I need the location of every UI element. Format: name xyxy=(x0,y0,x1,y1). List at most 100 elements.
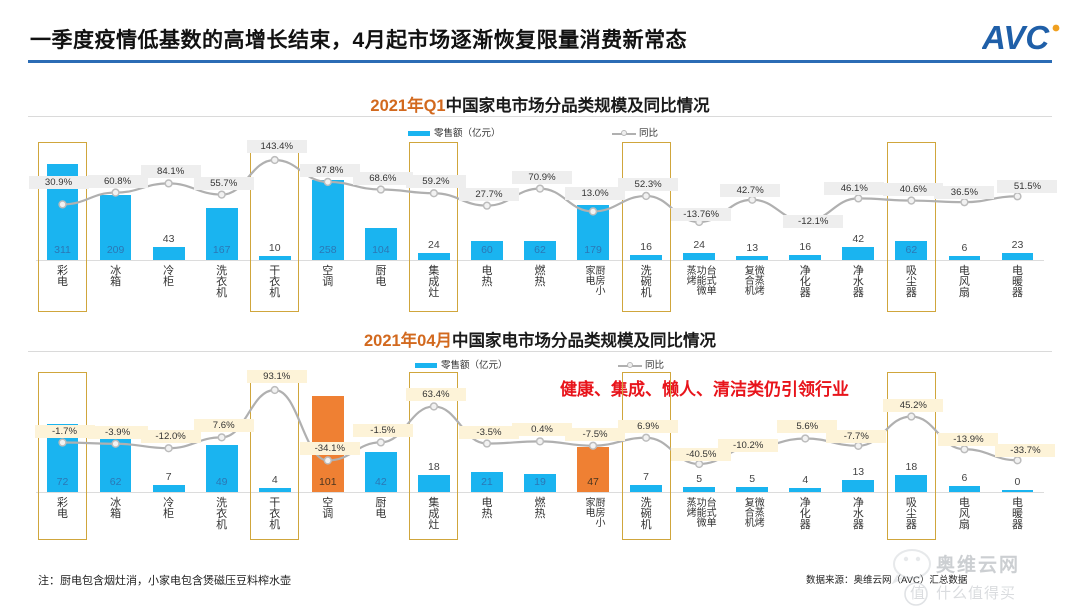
yoy-point-电风扇[interactable] xyxy=(960,445,969,454)
yoy-point-台式单功能微蒸烤[interactable] xyxy=(695,459,704,469)
bar-厨电[interactable] xyxy=(364,452,397,492)
yoy-point-冰箱[interactable] xyxy=(111,439,120,448)
yoy-point-集成灶[interactable] xyxy=(429,189,439,198)
bar-冷柜[interactable] xyxy=(152,246,185,260)
x-label-电风扇: 电风扇 xyxy=(958,265,970,300)
bar-电风扇[interactable] xyxy=(948,256,981,260)
bar-微蒸烤复合机[interactable] xyxy=(736,487,769,492)
bar-净化器[interactable] xyxy=(789,255,822,260)
x-label-吸尘器: 吸尘器 xyxy=(905,497,917,532)
bar-value-厨电: 42 xyxy=(374,476,387,488)
bar-电暖器[interactable] xyxy=(1001,490,1034,492)
chart-q1-title-period: 2021年Q1 xyxy=(370,97,446,115)
yoy-point-空调[interactable] xyxy=(323,456,332,465)
bar-吸尘器[interactable] xyxy=(895,474,928,492)
bar-净水器[interactable] xyxy=(842,247,875,260)
chart-q1-plot: 311 209 43 167 10 258 104 24 60 62 179 16 24 13 16 42 62… xyxy=(28,140,1058,312)
yoy-point-空调[interactable] xyxy=(323,177,332,187)
chart-q1-title: 2021年Q1中国家电市场分品类规模及同比情况 xyxy=(0,92,1080,116)
bar-电热[interactable] xyxy=(471,472,503,492)
yoy-point-燃热[interactable] xyxy=(535,184,545,193)
x-label-干衣机: 干衣机 xyxy=(269,497,281,532)
yoy-point-彩电[interactable] xyxy=(58,200,67,209)
bar-微蒸烤复合机[interactable] xyxy=(736,255,769,260)
yoy-point-厨电[interactable] xyxy=(376,438,385,447)
bar-燃热[interactable] xyxy=(524,473,556,492)
bar-电风扇[interactable] xyxy=(948,486,981,492)
x-label-燃热: 燃热 xyxy=(534,497,546,521)
yoy-point-电风扇[interactable] xyxy=(960,198,969,207)
bar-净水器[interactable] xyxy=(842,479,875,492)
bar-value-净化器: 4 xyxy=(802,474,809,486)
bar-洗碗机[interactable] xyxy=(630,255,663,260)
page-header: 一季度疫情低基数的高增长结束，4月起市场逐渐恢复限量消费新常态 AVC xyxy=(0,0,1080,66)
legend-retail-label-2: 零售额（亿元） xyxy=(441,360,508,371)
yoy-point-集成灶[interactable] xyxy=(429,402,439,411)
yoy-point-燃热[interactable] xyxy=(535,437,545,446)
yoy-point-吸尘器[interactable] xyxy=(907,196,916,205)
bar-干衣机[interactable] xyxy=(258,488,291,492)
yoy-point-干衣机[interactable] xyxy=(270,385,279,395)
bar-电暖器[interactable] xyxy=(1001,252,1034,260)
bar-台式单功能微蒸烤[interactable] xyxy=(683,487,716,492)
yoy-label-电风扇: 36.5% xyxy=(934,186,995,200)
yoy-point-洗衣机[interactable] xyxy=(217,190,226,199)
bar-冷柜[interactable] xyxy=(152,485,185,492)
bar-台式单功能微蒸烤[interactable] xyxy=(683,252,716,260)
yoy-point-洗碗机[interactable] xyxy=(641,191,651,201)
page-title: 一季度疫情低基数的高增长结束，4月起市场逐渐恢复限量消费新常态 xyxy=(30,29,688,52)
bar-洗碗机[interactable] xyxy=(630,485,663,492)
yoy-point-洗衣机[interactable] xyxy=(217,433,226,442)
footnote: 注：厨电包含烟灶消，小家电包含煲磁压豆料榨水壶 xyxy=(38,575,291,587)
x-label-电热: 电热 xyxy=(481,497,493,521)
bar-电热[interactable] xyxy=(471,241,503,260)
data-source: 数据来源：奥维云网（AVC）汇总数据 xyxy=(806,575,968,586)
x-label-彩电: 彩电 xyxy=(57,265,69,289)
bar-集成灶[interactable] xyxy=(417,252,450,260)
yoy-point-冷柜[interactable] xyxy=(164,179,173,188)
chart-apr-title-main: 中国家电市场分品类规模及同比情况 xyxy=(452,332,717,350)
yoy-point-净水器[interactable] xyxy=(854,441,863,450)
bar-净化器[interactable] xyxy=(789,488,822,492)
legend-item-yoy-2: 同比 xyxy=(618,357,664,371)
bar-吸尘器[interactable] xyxy=(895,240,928,260)
yoy-point-电暖器[interactable] xyxy=(1013,456,1022,465)
yoy-point-净化器[interactable] xyxy=(801,434,810,443)
bar-洗衣机[interactable] xyxy=(205,208,238,260)
bar-干衣机[interactable] xyxy=(258,256,291,260)
bar-冰箱[interactable] xyxy=(99,195,132,260)
yoy-label-洗衣机: 7.6% xyxy=(193,419,254,433)
yoy-point-电暖器[interactable] xyxy=(1013,192,1022,201)
legend-retail-label: 零售额（亿元） xyxy=(434,128,501,139)
x-label-洗衣机: 洗衣机 xyxy=(216,265,228,300)
bar-value-电暖器: 0 xyxy=(1014,476,1021,488)
yoy-point-电热[interactable] xyxy=(482,439,492,448)
yoy-point-净水器[interactable] xyxy=(854,194,863,203)
bar-空调[interactable] xyxy=(311,180,344,260)
yoy-point-厨房小家电[interactable] xyxy=(588,441,598,450)
bar-厨电[interactable] xyxy=(364,227,397,260)
bar-洗衣机[interactable] xyxy=(205,445,238,492)
bar-集成灶[interactable] xyxy=(417,474,450,492)
yoy-point-干衣机[interactable] xyxy=(270,155,279,165)
yoy-point-微蒸烤复合机[interactable] xyxy=(748,195,757,204)
yoy-point-电热[interactable] xyxy=(482,201,492,210)
x-label-燃热: 燃热 xyxy=(534,265,546,289)
bar-燃热[interactable] xyxy=(524,240,556,260)
yoy-point-彩电[interactable] xyxy=(58,438,67,447)
yoy-point-厨房小家电[interactable] xyxy=(588,207,598,216)
x-label-洗衣机: 洗衣机 xyxy=(216,497,228,532)
x-label-冷柜: 冷柜 xyxy=(163,265,175,289)
yoy-point-冷柜[interactable] xyxy=(164,444,173,453)
yoy-point-冰箱[interactable] xyxy=(111,188,120,197)
yoy-point-厨电[interactable] xyxy=(376,185,385,194)
yoy-point-吸尘器[interactable] xyxy=(907,412,916,421)
yoy-label-净化器: -12.1% xyxy=(783,215,844,229)
x-label-净水器: 净水器 xyxy=(852,265,864,300)
yoy-label-吸尘器: 40.6% xyxy=(883,182,944,196)
x-label-电风扇: 电风扇 xyxy=(958,497,970,532)
yoy-point-洗碗机[interactable] xyxy=(641,433,651,442)
legend-yoy-label-2: 同比 xyxy=(645,360,665,371)
yoy-label-净化器: 5.6% xyxy=(777,420,838,434)
bar-厨房小家电[interactable] xyxy=(577,447,609,492)
